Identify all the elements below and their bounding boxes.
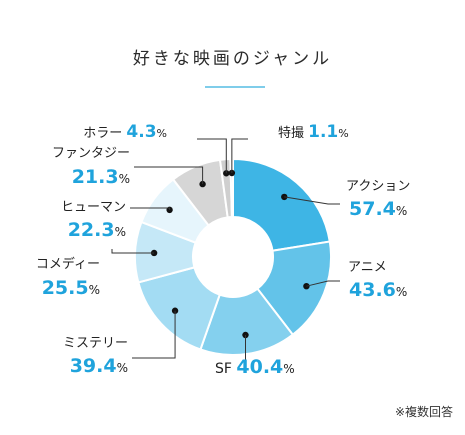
slice-0 [232,157,331,252]
leader-line-7 [197,138,227,174]
leader-line-6 [134,166,204,185]
leader-line-1 [306,280,340,287]
label-value-3: 39.4% [70,355,128,377]
label-7: ホラー 4.3% [83,122,167,142]
leader-dot-1 [303,282,310,290]
leader-line-0 [284,196,340,205]
leader-line-8 [231,138,248,174]
leader-line-3 [132,310,176,359]
label-value-6: 21.3% [72,166,130,188]
footnote: ※複数回答 [394,405,453,419]
label-value-1: 43.6% [349,279,407,301]
label-name-6: ファンタジー [52,146,130,161]
label-name-4: コメディー [36,256,100,272]
label-8: 特撮 1.1% [278,122,349,142]
label-name-1: アニメ [348,260,387,275]
title-underline [205,86,265,88]
label-value-4: 25.5% [42,277,100,299]
label-name-3: ミステリー [63,336,128,351]
chart-title: 好きな映画のジャンル [132,49,333,69]
label-value-5: 22.3% [68,219,126,241]
leader-line-5 [130,207,171,210]
label-name-5: ヒューマン [61,200,126,215]
label-value-0: 57.4% [349,198,407,220]
leader-line-4 [111,249,155,254]
label-2: SF 40.4% [215,356,295,378]
leader-dot-2 [242,331,249,339]
label-name-0: アクション [346,179,410,194]
